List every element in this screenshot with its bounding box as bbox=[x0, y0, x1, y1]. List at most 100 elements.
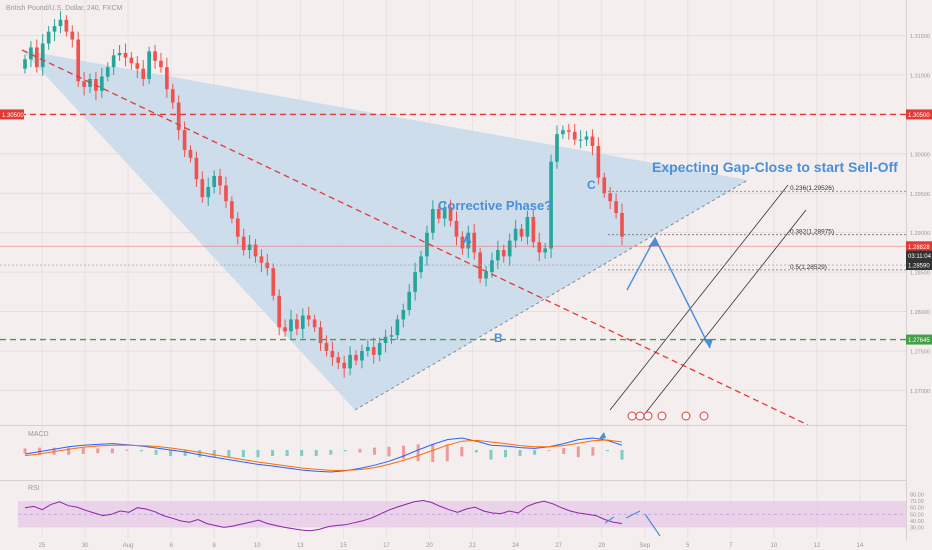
left-price-tag-label: 1.30500 bbox=[2, 113, 24, 119]
macd-histogram-bar bbox=[183, 450, 187, 456]
candle-body bbox=[454, 220, 459, 237]
price-tag bbox=[906, 109, 932, 120]
macd-histogram-bar bbox=[387, 446, 391, 457]
candle-body bbox=[448, 207, 453, 221]
time-tick-label: 30 bbox=[82, 543, 89, 549]
candle-body bbox=[159, 60, 163, 68]
macd-histogram-bar bbox=[605, 450, 609, 452]
time-tick-label: 15 bbox=[340, 543, 347, 549]
signal-line bbox=[24, 439, 623, 471]
candle-body bbox=[324, 343, 329, 351]
rsi-tick-label: 30.00 bbox=[910, 525, 924, 531]
rsi-tick-label: 80.00 bbox=[910, 493, 924, 499]
candle-body bbox=[578, 139, 583, 141]
candle-body bbox=[29, 47, 33, 60]
price-labels: 1.30500 1.28828 03:11:04 1.28590 1.27645 1.30… bbox=[0, 109, 932, 345]
candle-body bbox=[507, 240, 512, 257]
time-tick-label: 7 bbox=[729, 543, 733, 549]
macd-histogram-bar bbox=[431, 444, 435, 462]
candle-body bbox=[484, 272, 488, 279]
event-flag-icon[interactable] bbox=[627, 411, 637, 421]
price-tag-label: 03:11:04 bbox=[908, 254, 932, 260]
candle-body bbox=[34, 47, 39, 68]
candle-body bbox=[531, 216, 536, 243]
event-flag-icon[interactable] bbox=[643, 411, 653, 421]
candle-body bbox=[235, 218, 240, 237]
macd-histogram-bar bbox=[285, 450, 289, 456]
macd-histogram-bar bbox=[329, 450, 333, 455]
time-tick-label: 12 bbox=[814, 543, 821, 549]
candle-body bbox=[265, 262, 270, 269]
candle-body bbox=[105, 67, 110, 77]
price-tag bbox=[906, 260, 932, 271]
time-tick-label: 20 bbox=[426, 543, 433, 549]
candle-body bbox=[82, 81, 86, 87]
rsi-arrow-2 bbox=[625, 510, 641, 519]
macd-histogram-bar bbox=[169, 450, 173, 456]
fib-level-label: 0.382(1.28975) bbox=[790, 229, 834, 236]
candle-body bbox=[153, 51, 157, 61]
candle-body bbox=[537, 242, 542, 253]
macd-histogram-bar bbox=[314, 450, 318, 456]
channel-line-1 bbox=[609, 184, 789, 411]
candle-body bbox=[147, 51, 151, 79]
macd-histogram-bar bbox=[256, 450, 260, 458]
rsi-tick-label: 60.00 bbox=[910, 506, 924, 512]
candle-body bbox=[501, 250, 506, 257]
time-tick-label: 17 bbox=[383, 543, 390, 549]
forecast-arrow-up bbox=[648, 238, 659, 247]
price-tag-label: 1.28590 bbox=[908, 264, 930, 270]
candle-body bbox=[608, 193, 613, 202]
candle-body bbox=[224, 185, 228, 202]
candle-body bbox=[182, 130, 187, 150]
macd-histogram-bar bbox=[139, 450, 143, 452]
price-tag bbox=[906, 241, 932, 252]
candle-body bbox=[590, 136, 595, 146]
price-axis[interactable] bbox=[906, 0, 932, 550]
event-flag-icon[interactable] bbox=[635, 411, 645, 421]
macd-histogram-bar bbox=[67, 447, 71, 455]
time-tick-label: 10 bbox=[771, 543, 778, 549]
candle-body bbox=[52, 26, 57, 32]
event-icons bbox=[627, 411, 709, 421]
pattern-triangle bbox=[22, 50, 748, 410]
event-flag-icon[interactable] bbox=[657, 411, 667, 421]
ascending-trendline bbox=[354, 179, 749, 411]
macd-histogram-bar bbox=[474, 450, 478, 453]
candle-body bbox=[620, 213, 624, 237]
point-a-label: A bbox=[463, 232, 472, 246]
time-tick-label: 22 bbox=[469, 543, 476, 549]
price-tag bbox=[906, 334, 932, 345]
candle-body bbox=[490, 260, 494, 273]
candle-body bbox=[188, 149, 193, 158]
macd-histogram-bar bbox=[271, 450, 275, 456]
price-tick-label: 1.30000 bbox=[910, 152, 930, 158]
candle-body bbox=[436, 209, 441, 219]
macd-pane bbox=[23, 437, 624, 473]
time-tick-label: 29 bbox=[598, 543, 605, 549]
rsi-tick-label: 50.00 bbox=[910, 512, 924, 518]
candle-body bbox=[70, 31, 75, 40]
candle-body bbox=[253, 244, 258, 257]
time-tick-label: Aug bbox=[123, 543, 134, 549]
point-b-label: B bbox=[494, 331, 503, 345]
rsi-title: RSI bbox=[28, 485, 40, 492]
macd-histogram-bar bbox=[562, 448, 566, 454]
event-flag-icon[interactable] bbox=[699, 411, 709, 421]
candle-body bbox=[561, 130, 565, 135]
time-tick-label: 6 bbox=[169, 543, 173, 549]
candle-body bbox=[419, 256, 423, 273]
event-flag-icon[interactable] bbox=[681, 411, 691, 421]
candle-body bbox=[123, 52, 128, 58]
rsi-line bbox=[24, 499, 623, 532]
candle-body bbox=[572, 131, 577, 140]
candle-body bbox=[425, 232, 429, 257]
candle-body bbox=[194, 157, 199, 180]
phase-label: Corrective Phase? bbox=[438, 198, 552, 213]
macd-histogram-bar bbox=[402, 445, 406, 459]
candle-body bbox=[496, 250, 500, 261]
candle-body bbox=[46, 31, 51, 44]
candle-body bbox=[295, 319, 299, 329]
candle-body bbox=[241, 236, 246, 251]
time-axis[interactable] bbox=[0, 538, 906, 550]
